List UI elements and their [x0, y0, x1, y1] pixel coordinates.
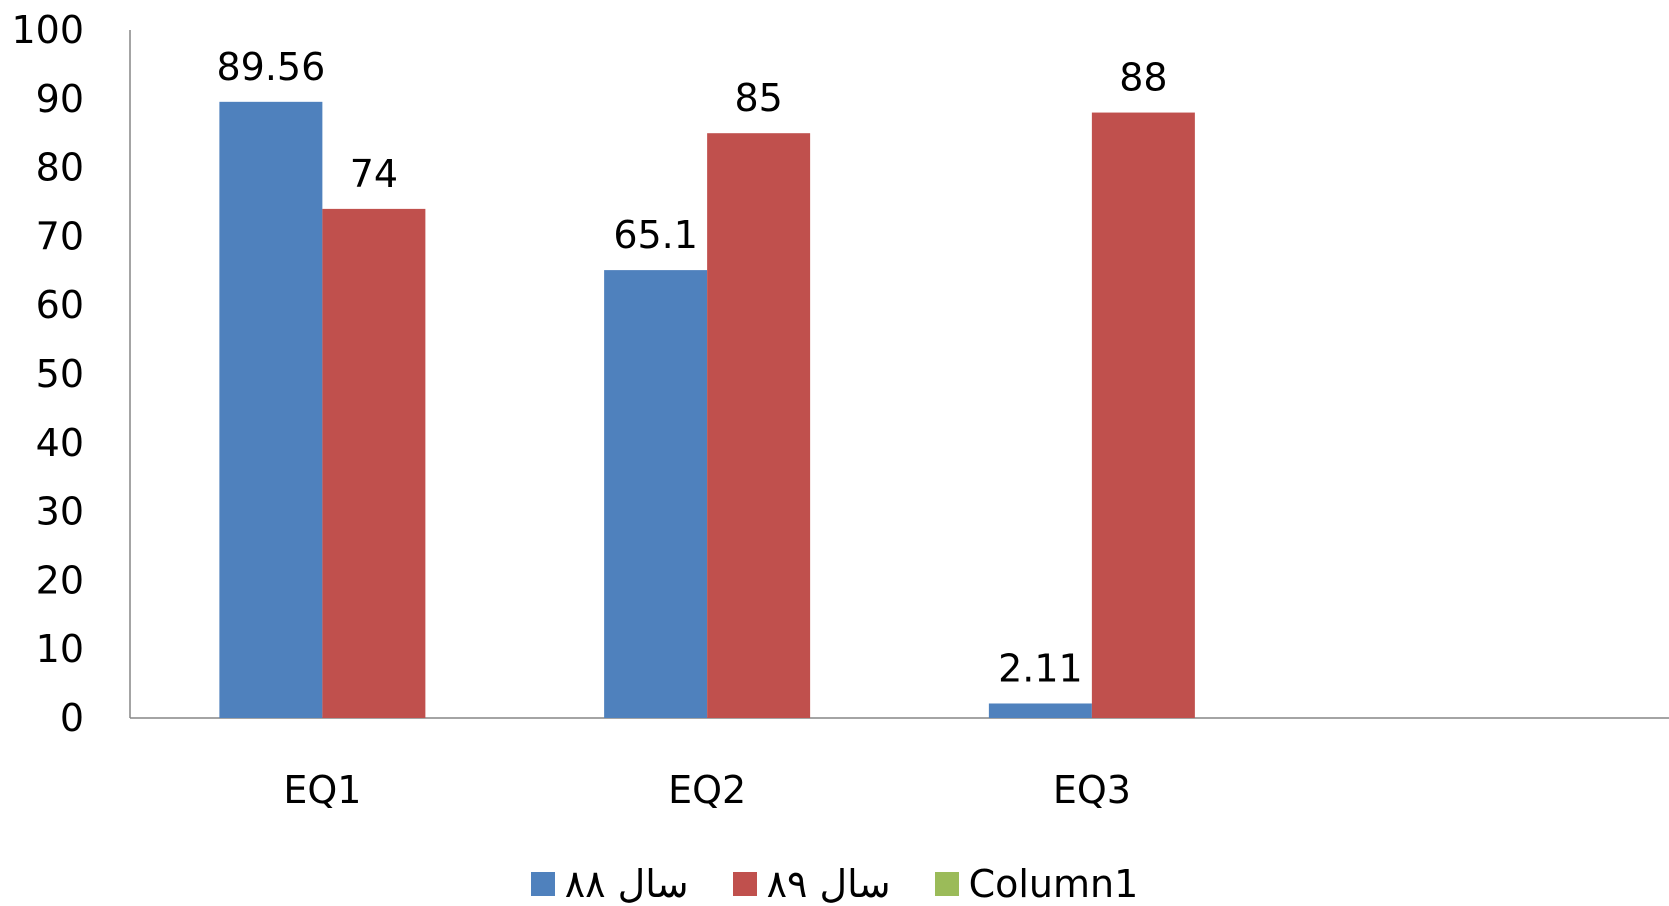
y-tick-label: 40 — [36, 421, 84, 465]
chart-plot: 0 10 20 30 40 50 60 70 80 90 100 89.56 65.1 2.11 74 85 8… — [11, 8, 1669, 812]
legend-item: سال ۸۹ — [732, 862, 891, 906]
y-tick-label: 10 — [36, 627, 84, 671]
data-label: 65.1 — [613, 213, 698, 257]
y-tick-label: 60 — [36, 283, 84, 327]
y-tick-label: 50 — [36, 352, 84, 396]
bar — [604, 270, 708, 718]
y-tick-label: 0 — [60, 696, 84, 740]
data-label: 85 — [734, 76, 782, 120]
x-tick-label: EQ1 — [283, 768, 361, 812]
data-label: 74 — [350, 152, 398, 196]
data-label: 2.11 — [998, 646, 1083, 690]
legend-label: سال ۸۹ — [766, 862, 891, 906]
y-tick-label: 80 — [36, 146, 84, 190]
legend-item: Column1 — [934, 862, 1139, 906]
data-label: 88 — [1119, 56, 1167, 100]
legend-swatch — [732, 872, 757, 896]
x-tick-label: EQ2 — [668, 768, 746, 812]
y-tick-label: 90 — [36, 77, 84, 121]
legend-label: Column1 — [968, 862, 1139, 906]
legend-label: سال ۸۸ — [564, 862, 689, 906]
legend-item: سال ۸۸ — [530, 862, 689, 906]
bar — [707, 133, 811, 718]
bar — [1091, 112, 1195, 718]
data-label: 89.56 — [216, 45, 325, 89]
legend: سال ۸۸ سال ۸۹ Column1 — [0, 862, 1669, 906]
legend-swatch — [934, 872, 959, 896]
y-tick-label: 30 — [36, 490, 84, 534]
bar — [988, 703, 1092, 718]
x-tick-label: EQ3 — [1053, 768, 1131, 812]
y-tick-label: 70 — [36, 214, 84, 258]
y-tick-label: 20 — [36, 558, 84, 602]
bar — [219, 101, 323, 718]
bar — [322, 208, 426, 718]
legend-swatch — [530, 872, 555, 896]
y-tick-label: 100 — [11, 8, 84, 52]
